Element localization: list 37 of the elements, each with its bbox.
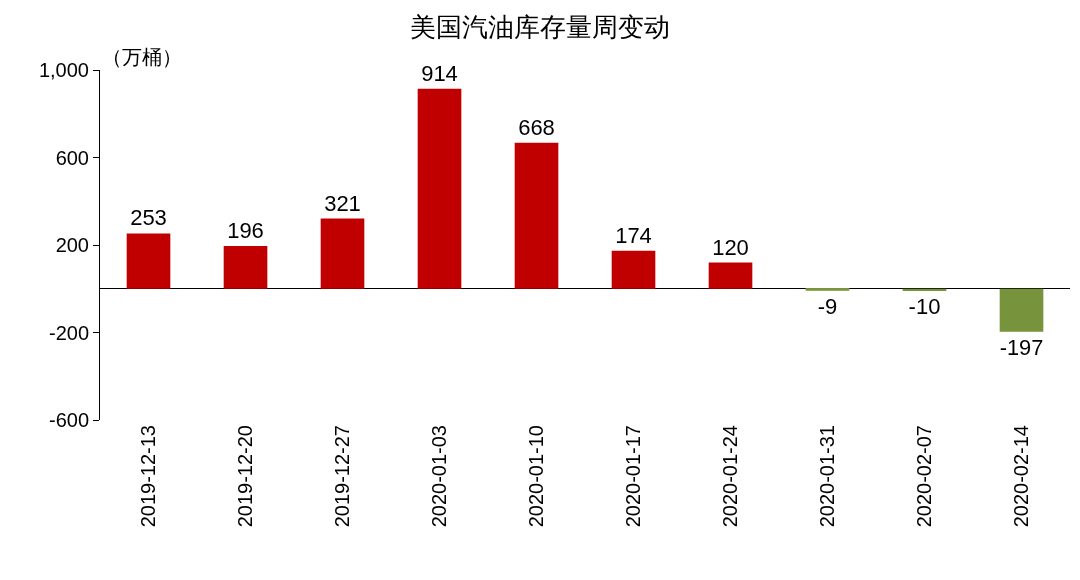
x-tick-label: 2020-01-31 bbox=[816, 425, 838, 528]
x-tick-label: 2019-12-13 bbox=[137, 425, 159, 528]
x-tick-label: 2020-01-10 bbox=[525, 425, 547, 528]
bar bbox=[417, 88, 462, 289]
y-tick-label: 600 bbox=[55, 146, 89, 169]
x-tick-label: 2020-01-03 bbox=[428, 425, 450, 528]
data-label: 174 bbox=[615, 222, 652, 248]
data-label: 120 bbox=[712, 234, 749, 260]
data-label: 321 bbox=[324, 190, 361, 216]
data-label: 253 bbox=[130, 205, 167, 231]
bar bbox=[611, 250, 656, 289]
chart-title: 美国汽油库存量周变动 bbox=[410, 12, 670, 42]
bar bbox=[514, 142, 559, 289]
bar bbox=[999, 288, 1044, 332]
x-tick-label: 2020-02-14 bbox=[1010, 425, 1032, 528]
y-tick-label: 200 bbox=[55, 234, 89, 256]
bar bbox=[223, 245, 268, 289]
y-tick-label: 1,000 bbox=[38, 59, 89, 81]
x-tick-label: 2019-12-27 bbox=[331, 425, 353, 528]
y-axis-title: （万桶） bbox=[102, 46, 182, 68]
y-tick-label: -600 bbox=[48, 409, 89, 431]
bar bbox=[902, 288, 947, 291]
bar bbox=[708, 262, 753, 289]
data-label: 196 bbox=[227, 217, 264, 243]
data-label: -197 bbox=[999, 334, 1044, 360]
data-label: 914 bbox=[421, 60, 458, 86]
data-label: -9 bbox=[817, 293, 838, 319]
x-tick-label: 2020-01-24 bbox=[719, 425, 741, 528]
x-tick-label: 2020-01-17 bbox=[622, 425, 644, 528]
bar bbox=[805, 288, 850, 291]
y-tick-label: -200 bbox=[48, 321, 89, 344]
x-tick-label: 2019-12-20 bbox=[234, 425, 256, 528]
bar bbox=[126, 233, 171, 289]
data-label: 668 bbox=[518, 114, 555, 140]
bar bbox=[320, 218, 365, 289]
data-label: -10 bbox=[908, 293, 941, 319]
x-tick-label: 2020-02-07 bbox=[913, 425, 935, 528]
